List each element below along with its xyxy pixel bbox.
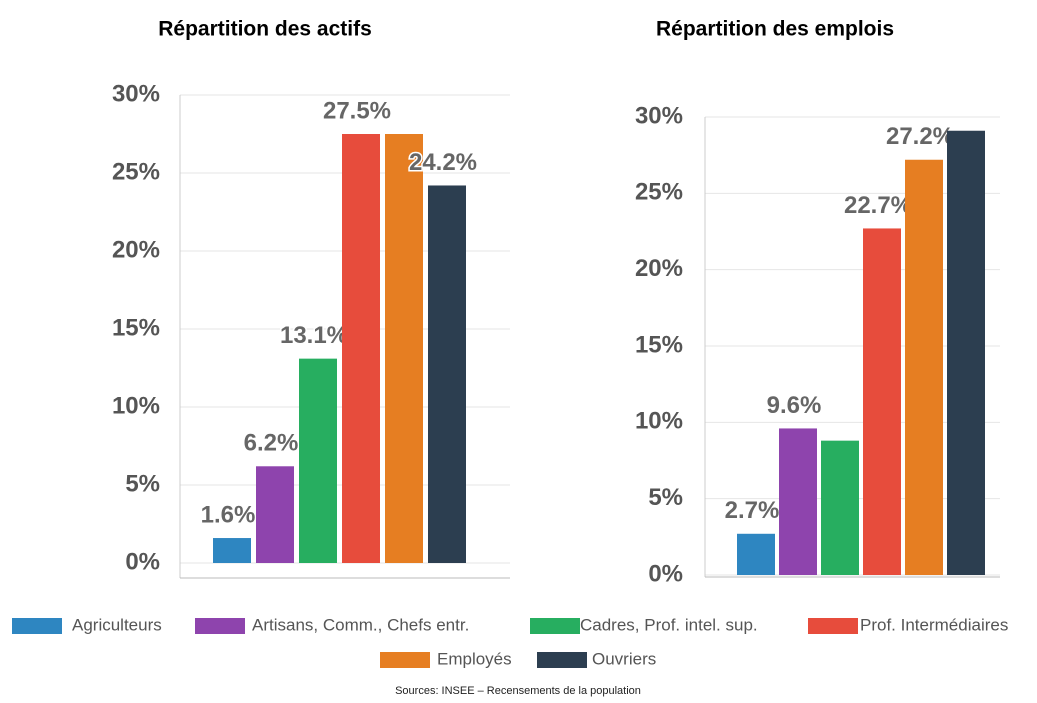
data-label: 24.2%	[409, 149, 477, 176]
bar	[342, 134, 380, 563]
legend-label: Prof. Intermédiaires	[860, 615, 1008, 634]
y-tick-label: 5%	[125, 470, 160, 497]
y-tick-label: 30%	[112, 80, 160, 107]
y-tick-label: 5%	[648, 484, 683, 511]
chart-title: Répartition des actifs	[158, 18, 372, 41]
bar	[299, 358, 337, 563]
bar	[863, 228, 901, 576]
y-tick-label: 30%	[635, 102, 683, 129]
y-tick-label: 10%	[112, 392, 160, 419]
legend-label: Employés	[437, 649, 512, 668]
data-label: 27.2%	[886, 123, 954, 150]
y-tick-label: 20%	[112, 236, 160, 263]
y-tick-label: 0%	[125, 548, 160, 575]
bar	[213, 538, 251, 563]
chart-title: Répartition des emplois	[656, 18, 894, 41]
source: Sources: INSEE – Recensements de la popu…	[395, 685, 641, 697]
legend-label: Agriculteurs	[72, 615, 162, 634]
y-tick-label: 25%	[635, 179, 683, 206]
y-tick-label: 10%	[635, 408, 683, 435]
bar	[821, 440, 859, 575]
data-label: 9.6%	[767, 392, 822, 419]
bar	[385, 134, 423, 563]
y-tick-label: 20%	[635, 255, 683, 282]
bar	[779, 428, 817, 575]
bar	[737, 533, 775, 575]
data-label: 27.5%	[323, 97, 391, 124]
data-label: 22.7%	[844, 192, 912, 219]
bar	[428, 185, 466, 564]
legend-swatch	[808, 618, 858, 634]
y-tick-label: 15%	[112, 314, 160, 341]
legend-label: Ouvriers	[592, 649, 656, 668]
legend-swatch	[530, 618, 580, 634]
data-label: 6.2%	[244, 430, 299, 457]
bar	[947, 130, 985, 576]
legend-swatch	[380, 652, 430, 668]
data-label: 2.7%	[725, 497, 780, 524]
legend-swatch	[195, 618, 245, 634]
bar	[256, 466, 294, 563]
data-label: 1.6%	[201, 501, 256, 528]
y-tick-label: 0%	[648, 560, 683, 587]
y-tick-label: 25%	[112, 158, 160, 185]
data-label: 13.1%	[280, 322, 348, 349]
bar	[905, 159, 943, 575]
legend-label: Artisans, Comm., Chefs entr.	[252, 615, 469, 634]
y-tick-label: 15%	[635, 331, 683, 358]
legend-swatch	[12, 618, 62, 634]
legend-swatch	[537, 652, 587, 668]
legend-label: Cadres, Prof. intel. sup.	[580, 615, 758, 634]
